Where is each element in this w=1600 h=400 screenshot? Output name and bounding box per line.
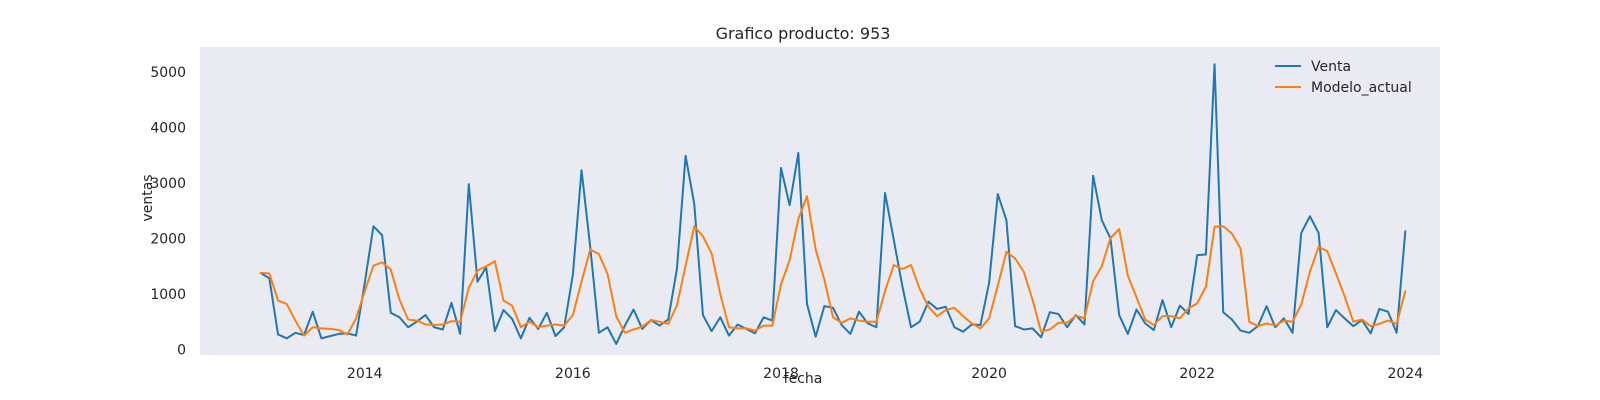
chart-title: Grafico producto: 953 <box>716 24 891 43</box>
series-group <box>259 63 1407 345</box>
y-tick-label: 3000 <box>150 176 186 192</box>
x-tick-label: 2018 <box>763 366 799 382</box>
legend-label: Venta <box>1311 59 1351 75</box>
legend-label: Modelo_actual <box>1311 80 1412 96</box>
series-line-modelo-actual <box>259 195 1407 337</box>
y-tick-label: 5000 <box>150 65 186 81</box>
y-tick-label: 0 <box>177 342 186 358</box>
x-tick-label: 2024 <box>1387 366 1423 382</box>
x-tick-label: 2022 <box>1179 366 1215 382</box>
x-axis: 2014 2016 2018 2020 2022 2024 <box>347 366 1423 382</box>
plot-area <box>200 47 1440 355</box>
x-tick-label: 2020 <box>971 366 1007 382</box>
y-tick-label: 2000 <box>150 231 186 247</box>
x-tick-label: 2016 <box>555 366 591 382</box>
legend: Venta Modelo_actual <box>1275 59 1412 96</box>
y-tick-label: 1000 <box>150 287 186 303</box>
y-tick-label: 4000 <box>150 120 186 136</box>
series-line-venta <box>259 63 1407 345</box>
y-axis-label: ventas <box>140 174 156 221</box>
x-axis-label: fecha <box>784 371 823 387</box>
x-tick-label: 2014 <box>347 366 383 382</box>
y-axis: 0 1000 2000 3000 4000 5000 <box>150 65 186 358</box>
